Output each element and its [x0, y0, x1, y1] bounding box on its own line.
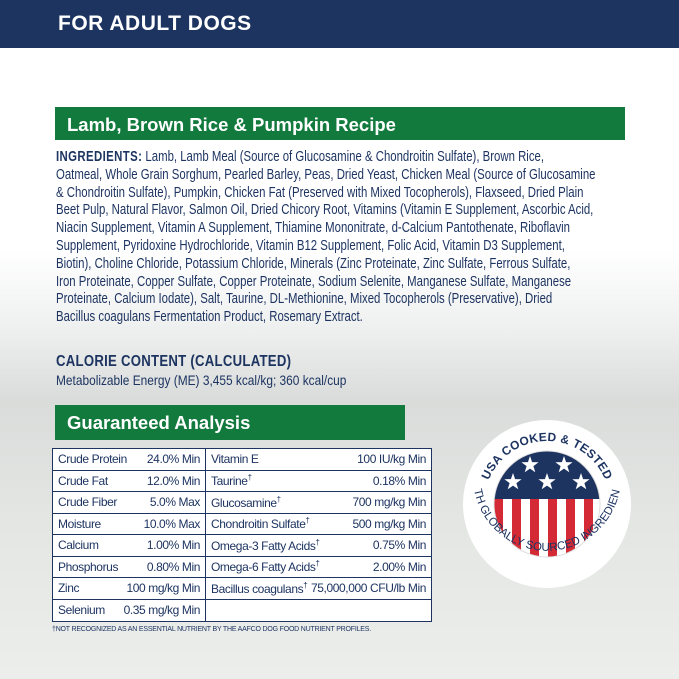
nutrient-value: 100 mg/kg Min: [126, 581, 200, 596]
ingredients-label: INGREDIENTS:: [56, 149, 143, 165]
nutrient-value: 0.18% Min: [372, 473, 427, 488]
analysis-row: Taurine† 0.18% Min: [206, 471, 431, 492]
analysis-row: Moisture 10.0% Max: [53, 514, 205, 535]
ingredients-line: INGREDIENTS: Lamb, Lamb Meal (Source of …: [56, 149, 545, 165]
nutrient-name: Phosphorus: [58, 559, 119, 574]
nutrient-name: Omega-3 Fatty Acids†: [211, 537, 320, 553]
analysis-row: Phosphorus 0.80% Min: [53, 557, 205, 578]
analysis-row: Omega-6 Fatty Acids† 2.00% Min: [206, 557, 431, 578]
analysis-left-column: Crude Protein 24.0% Min Crude Fat 12.0% Min…: [53, 449, 206, 621]
star-icon: [504, 473, 522, 490]
nutrient-value: 700 mg/kg Min: [352, 495, 426, 510]
ingredients-line: Beet Pulp, Natural Flavor, Salmon Oil, D…: [56, 202, 594, 219]
analysis-row: Crude Protein 24.0% Min: [53, 449, 205, 471]
nutrient-name: Bacillus coagulans†: [211, 580, 308, 596]
nutrient-name: Glucosamine†: [211, 494, 281, 510]
ingredients-line: Biotin), Choline Chloride, Potassium Chl…: [56, 255, 571, 272]
star-icon: [572, 473, 590, 490]
analysis-right-column: Vitamin E 100 IU/kg Min Taurine† 0.18% Min G…: [206, 449, 431, 621]
usa-cooked-badge: USA COOKED & TESTED WITH GLOBALLY SOURCE…: [462, 419, 631, 588]
ingredients-line: Bacillus coagulans Fermentation Product,…: [56, 309, 363, 326]
nutrient-name: Omega-6 Fatty Acids†: [211, 559, 320, 575]
ingredients-line: Oatmeal, Whole Grain Sorghum, Pearled Ba…: [56, 166, 596, 183]
star-icon: [555, 456, 573, 473]
nutrient-value: 0.75% Min: [372, 538, 427, 553]
nutrient-value: 24.0% Min: [146, 452, 201, 467]
nutrient-value: 0.35 mg/kg Min: [123, 603, 201, 618]
ingredients-text: INGREDIENTS: Lamb, Lamb Meal (Source of …: [56, 149, 656, 327]
ingredients-line: Niacin Supplement, Vitamin A Supplement,…: [56, 220, 571, 237]
flag-icon: [494, 451, 600, 557]
nutrient-name: Chondroitin Sulfate†: [211, 516, 310, 532]
nutrient-name: Moisture: [58, 516, 101, 531]
nutrient-name: Crude Fat: [58, 473, 108, 488]
flag-stripe: [566, 499, 575, 557]
calorie-heading: CALORIE CONTENT (CALCULATED): [56, 353, 292, 370]
star-icon: [538, 473, 556, 490]
star-icon: [521, 456, 539, 473]
ingredients-line: Iron Proteinate, Copper Sulfate, Copper …: [56, 273, 572, 290]
recipe-title: Lamb, Brown Rice & Pumpkin Recipe: [55, 107, 625, 140]
nutrient-name: Zinc: [58, 581, 80, 596]
nutrient-value: 5.0% Max: [149, 495, 201, 510]
ingredients-line: & Chondroitin Sulfate), Pumpkin, Chicken…: [56, 184, 584, 201]
flag-stripe: [530, 499, 539, 557]
nutrient-name: Taurine†: [211, 473, 252, 489]
empty-row: [206, 600, 431, 622]
ingredients-line: Proteinate, Calcium Iodate), Salt, Tauri…: [56, 291, 553, 308]
analysis-row: Crude Fat 12.0% Min: [53, 471, 205, 492]
calorie-value: Metabolizable Energy (ME) 3,455 kcal/kg;…: [56, 372, 347, 388]
header-title: FOR ADULT DOGS: [58, 12, 252, 35]
analysis-row: Glucosamine† 700 mg/kg Min: [206, 492, 431, 514]
analysis-row: Vitamin E 100 IU/kg Min: [206, 449, 431, 471]
nutrient-value: 0.80% Min: [146, 559, 201, 574]
analysis-row: Chondroitin Sulfate† 500 mg/kg Min: [206, 514, 431, 535]
nutrient-name: Selenium: [58, 603, 105, 618]
ingredients-line: Supplement, Pyridoxine Hydrochloride, Vi…: [56, 237, 565, 254]
analysis-row: Omega-3 Fatty Acids† 0.75% Min: [206, 535, 431, 557]
nutrient-value: 12.0% Min: [146, 473, 201, 488]
guaranteed-analysis-table: Crude Protein 24.0% Min Crude Fat 12.0% Min…: [52, 448, 432, 622]
footnote: †NOT RECOGNIZED AS AN ESSENTIAL NUTRIENT…: [52, 626, 371, 633]
nutrient-name: Crude Protein: [58, 452, 127, 467]
nutrient-value: 1.00% Min: [146, 538, 201, 553]
calorie-content: CALORIE CONTENT (CALCULATED) Metabolizab…: [56, 353, 481, 388]
nutrient-name: Calcium: [58, 538, 99, 553]
header-band: FOR ADULT DOGS: [0, 0, 679, 48]
analysis-row: Calcium 1.00% Min: [53, 535, 205, 557]
nutrient-value: 10.0% Max: [143, 516, 201, 531]
nutrient-value: 500 mg/kg Min: [352, 516, 426, 531]
analysis-title: Guaranteed Analysis: [55, 405, 405, 440]
analysis-row: Zinc 100 mg/kg Min: [53, 578, 205, 600]
nutrient-name: Crude Fiber: [58, 495, 117, 510]
flag-stripe: [512, 499, 521, 557]
analysis-row: Selenium 0.35 mg/kg Min: [53, 600, 205, 622]
nutrient-name: Vitamin E: [211, 452, 259, 467]
analysis-row: Crude Fiber 5.0% Max: [53, 492, 205, 514]
flag-stripe: [584, 499, 593, 557]
nutrient-value: 2.00% Min: [372, 559, 427, 574]
nutrient-value: 100 IU/kg Min: [357, 452, 426, 467]
analysis-row: Bacillus coagulans† 75,000,000 CFU/lb Min: [206, 578, 431, 600]
nutrient-value: 75,000,000 CFU/lb Min: [311, 581, 426, 596]
flag-stripe: [548, 499, 557, 557]
